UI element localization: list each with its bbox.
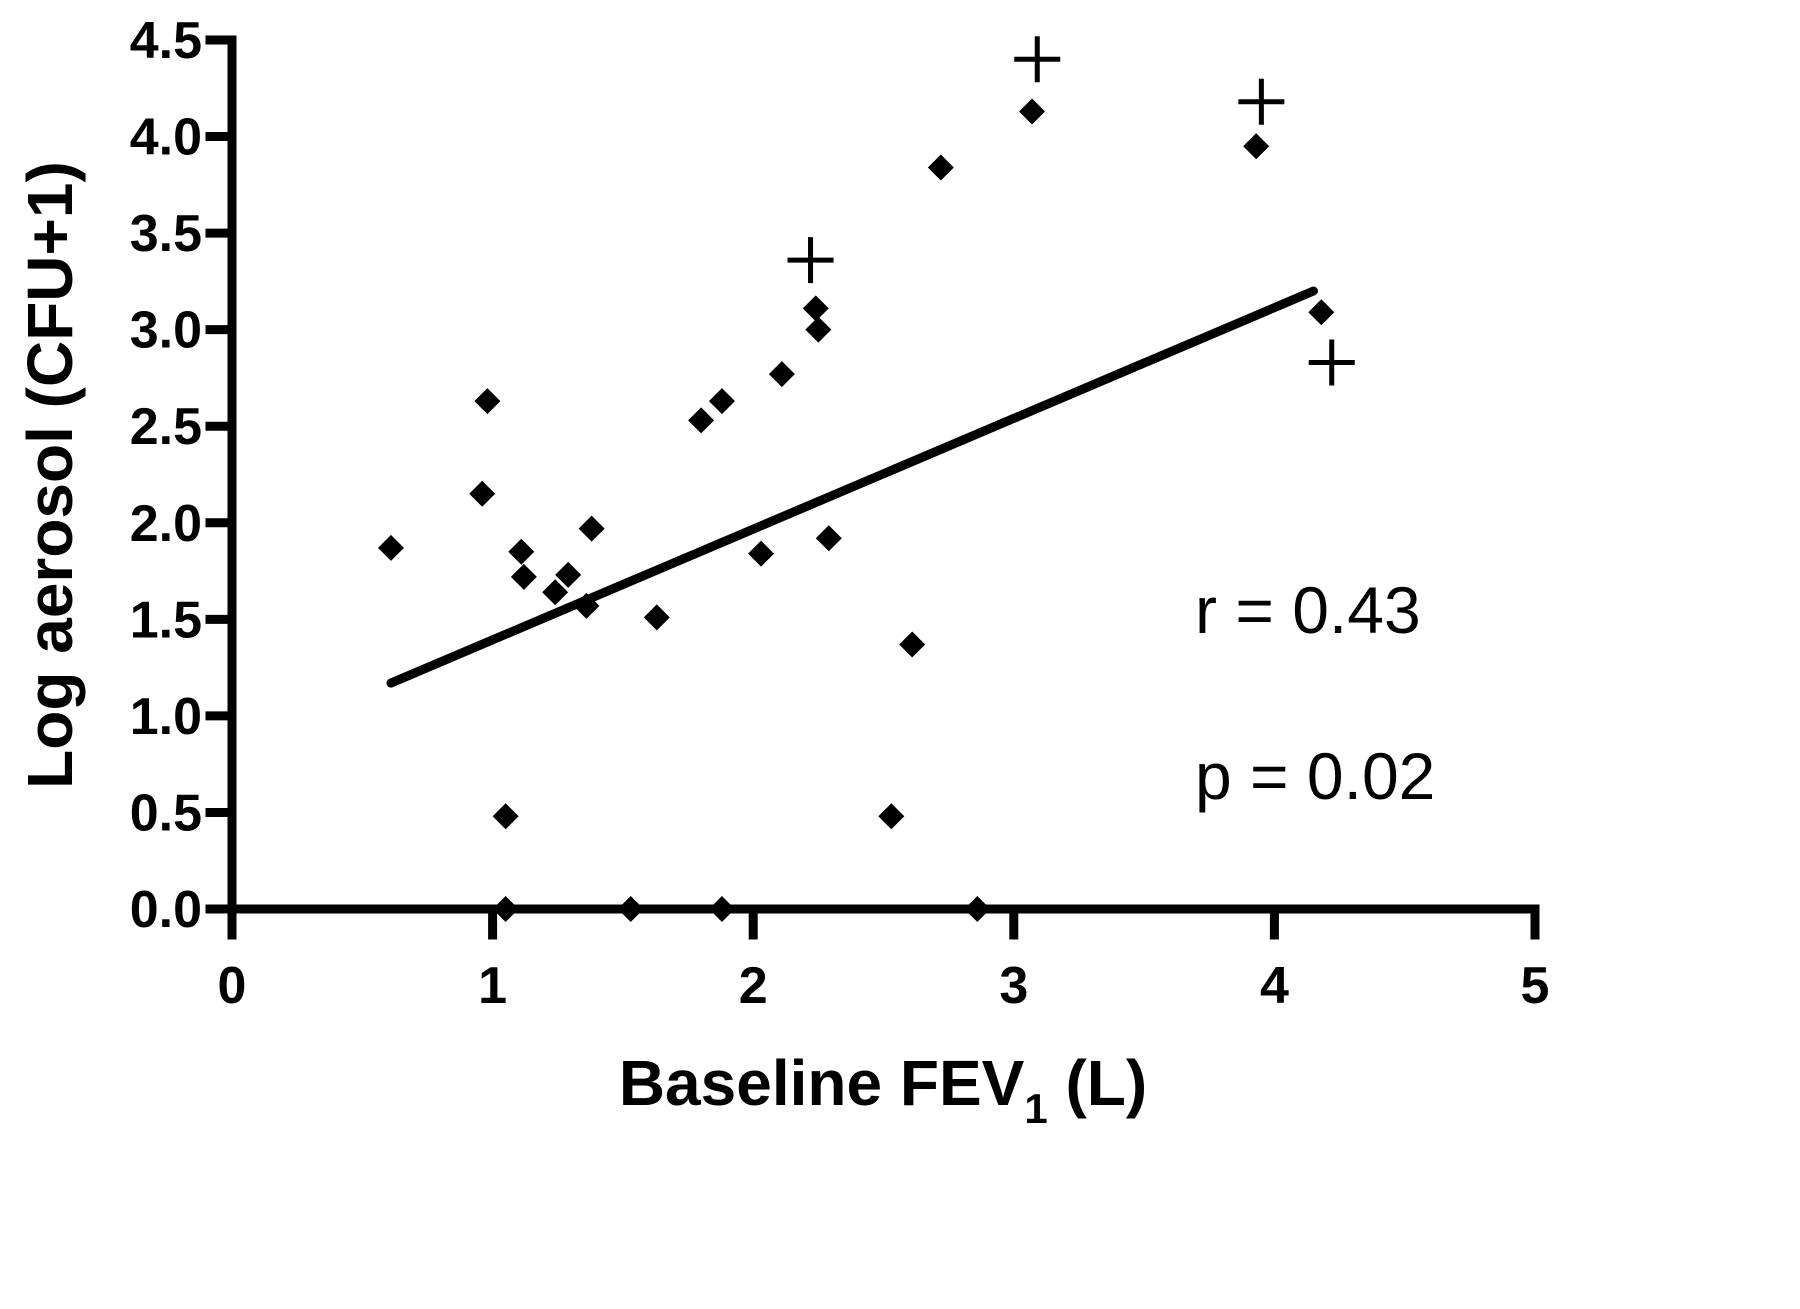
- y-tick-label: 4.5: [130, 12, 202, 70]
- diamond-point: [899, 631, 926, 658]
- y-tick-label: 2.5: [130, 398, 202, 456]
- y-ticks: 0.0 0.5 1.0 1.5 2.0 2.5 3.0 3.5 4.0 4.5: [130, 12, 237, 939]
- plus-point: [787, 237, 834, 284]
- diamond-point: [555, 561, 582, 588]
- diamond-point: [964, 896, 991, 922]
- x-tick-label: 2: [739, 957, 768, 1015]
- x-axis-title-suffix: (L): [1048, 1047, 1148, 1119]
- x-tick-label: 5: [1521, 957, 1550, 1015]
- plus-point: [1308, 339, 1355, 386]
- regression-line: [386, 286, 1318, 688]
- diamond-point: [878, 803, 905, 830]
- x-axis-title-main: Baseline FEV: [619, 1047, 1025, 1119]
- diamond-point: [1308, 299, 1335, 326]
- y-tick-label: 1.0: [130, 688, 202, 746]
- diamond-point: [542, 579, 569, 606]
- axes: [227, 35, 1540, 914]
- diamond-point: [1243, 133, 1270, 160]
- plus-point: [1238, 78, 1285, 125]
- diamond-point: [802, 295, 829, 322]
- diamond-point: [510, 563, 537, 590]
- x-ticks: 0 1 2 3 4 5: [218, 904, 1550, 1015]
- y-tick-label: 0.5: [130, 784, 202, 842]
- diamond-point: [508, 538, 535, 565]
- diamond-point: [768, 361, 795, 388]
- diamond-point: [377, 534, 404, 561]
- diamond-point: [474, 388, 501, 415]
- diamond-point: [708, 388, 735, 415]
- diamond-point: [469, 480, 496, 507]
- diamond-point: [492, 803, 519, 830]
- y-tick-label: 4.0: [130, 109, 202, 167]
- annotation-r: r = 0.43: [1195, 573, 1421, 647]
- x-tick-label: 0: [218, 957, 247, 1015]
- y-tick-label: 0.0: [130, 881, 202, 939]
- x-tick-label: 1: [478, 957, 507, 1015]
- diamond-point: [578, 515, 605, 542]
- diamond-point: [643, 604, 670, 631]
- diamond-point: [748, 540, 775, 567]
- y-tick-label: 1.5: [130, 591, 202, 649]
- x-tick-label: 3: [999, 957, 1028, 1015]
- y-tick-label: 2.0: [130, 495, 202, 553]
- diamond-point: [708, 896, 735, 922]
- data-points: [377, 36, 1355, 922]
- diamond-point: [805, 316, 832, 343]
- x-axis-title-subscript: 1: [1024, 1085, 1047, 1132]
- y-axis-title: Log aerosol (CFU+1): [14, 161, 86, 789]
- diamond-point: [617, 896, 644, 922]
- diamond-point: [1019, 98, 1046, 125]
- x-axis-title: Baseline FEV1 (L): [619, 1047, 1147, 1132]
- diamond-point: [573, 592, 600, 619]
- diamond-point: [927, 154, 954, 181]
- y-tick-label: 3.5: [130, 205, 202, 263]
- x-tick-label: 4: [1260, 957, 1289, 1015]
- plus-point: [1014, 36, 1061, 83]
- annotation-p: p = 0.02: [1195, 739, 1435, 813]
- diamond-point: [688, 407, 715, 434]
- diamond-point: [492, 896, 519, 922]
- y-tick-label: 3.0: [130, 302, 202, 360]
- diamond-point: [815, 525, 842, 552]
